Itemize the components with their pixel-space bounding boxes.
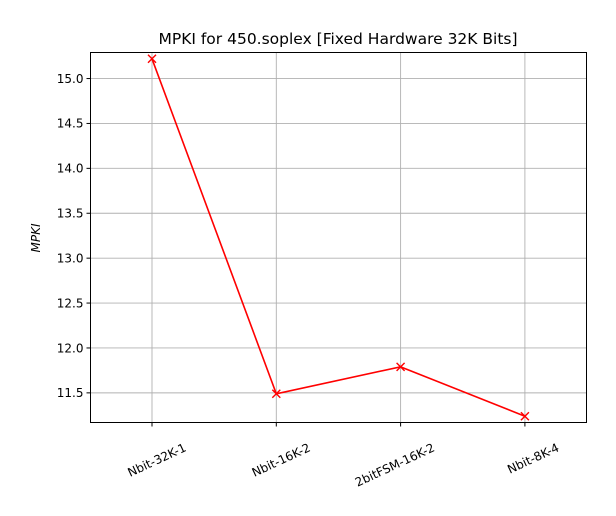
y-axis-label: MPKI bbox=[29, 223, 43, 252]
y-tick-label: 12.5 bbox=[57, 296, 84, 310]
y-tick-label: 15.0 bbox=[57, 72, 84, 86]
y-tick-label: 13.5 bbox=[57, 207, 84, 221]
y-tick-label: 14.0 bbox=[57, 162, 84, 176]
marker-stroke bbox=[520, 411, 530, 421]
marker-stroke bbox=[271, 389, 281, 399]
y-tick-label: 14.5 bbox=[57, 117, 84, 131]
axis-ticks: Nbit-32K-1 Nbit-16K-2 2bitFSM-16K-2 Nbit-8K… bbox=[57, 72, 561, 490]
series-layer bbox=[147, 54, 530, 421]
marker-stroke bbox=[147, 54, 157, 64]
plot-area-frame bbox=[90, 52, 587, 423]
y-tick-label: 12.0 bbox=[57, 341, 84, 355]
grid bbox=[90, 52, 587, 423]
chart-title: MPKI for 450.soplex [Fixed Hardware 32K … bbox=[158, 30, 517, 48]
data-point-marker bbox=[271, 389, 281, 399]
y-tick-label: 11.5 bbox=[57, 386, 84, 400]
x-tick-label: Nbit-32K-1 bbox=[125, 441, 188, 480]
data-point-marker bbox=[147, 54, 157, 64]
y-tick-label: 13.0 bbox=[57, 251, 84, 265]
x-tick-label: Nbit-8K-4 bbox=[505, 441, 561, 477]
series-line bbox=[151, 58, 526, 417]
data-point-marker bbox=[520, 411, 530, 421]
x-tick-label: 2bitFSM-16K-2 bbox=[353, 441, 437, 490]
data-point-marker bbox=[396, 362, 406, 372]
marker-stroke bbox=[396, 362, 406, 372]
x-tick-label: Nbit-16K-2 bbox=[250, 441, 313, 480]
